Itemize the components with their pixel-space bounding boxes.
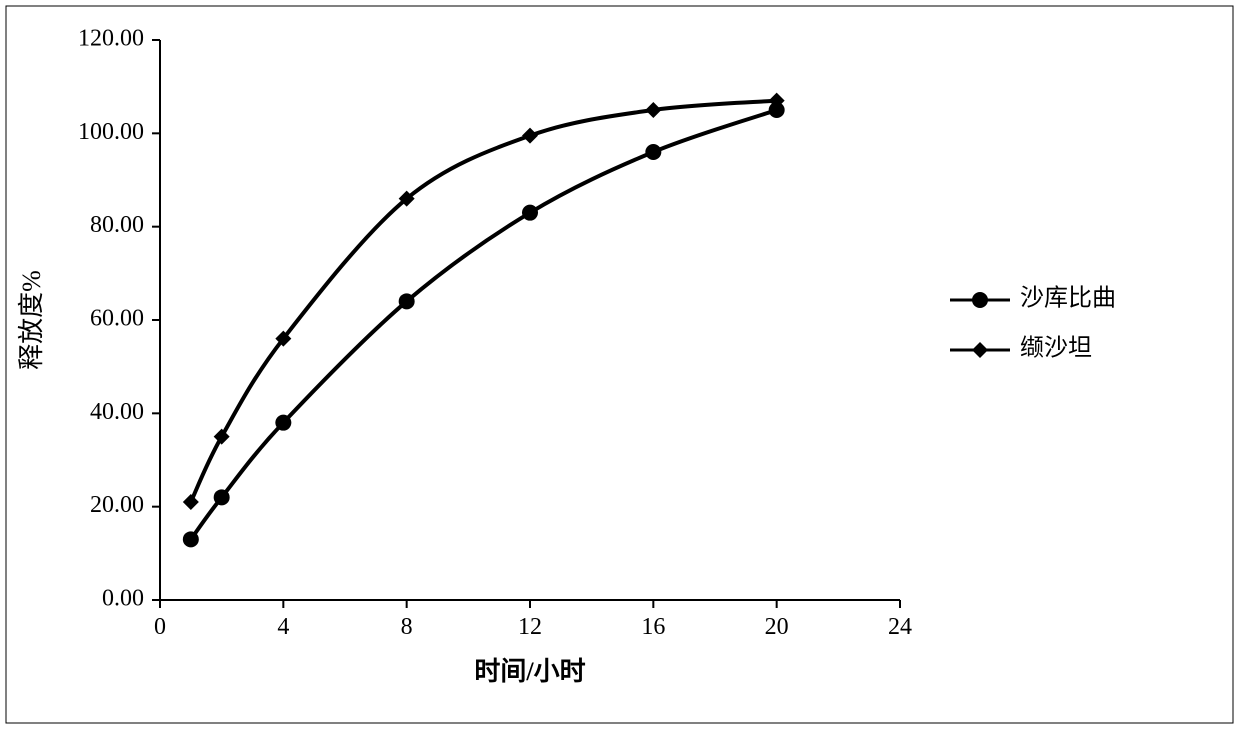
y-tick-label: 60.00 — [90, 306, 144, 332]
x-tick-label: 8 — [401, 614, 413, 640]
y-tick-label: 100.00 — [78, 119, 144, 145]
legend-item: 沙库比曲 — [950, 285, 1116, 312]
x-tick-label: 16 — [641, 614, 665, 640]
series-line — [191, 110, 777, 539]
y-tick-label: 120.00 — [78, 26, 144, 52]
series-line — [191, 101, 777, 502]
x-tick-label: 0 — [154, 614, 166, 640]
legend-item: 缬沙坦 — [950, 335, 1092, 362]
x-tick-label: 4 — [277, 614, 289, 640]
x-tick-label: 24 — [888, 614, 912, 640]
y-axis-label: 释放度% — [17, 270, 46, 370]
y-tick-label: 40.00 — [90, 399, 144, 425]
y-tick-label: 80.00 — [90, 212, 144, 238]
x-tick-label: 12 — [518, 614, 542, 640]
x-tick-label: 20 — [765, 614, 789, 640]
x-axis-label: 时间/小时 — [474, 657, 585, 686]
legend-label: 沙库比曲 — [1020, 285, 1116, 312]
y-tick-label: 0.00 — [102, 586, 144, 612]
legend-label: 缬沙坦 — [1020, 335, 1092, 362]
y-tick-label: 20.00 — [90, 492, 144, 518]
release-chart: 0.00 20.00 40.00 60.00 80.00 100.00 120.00 0 4 8 1… — [0, 0, 1239, 729]
